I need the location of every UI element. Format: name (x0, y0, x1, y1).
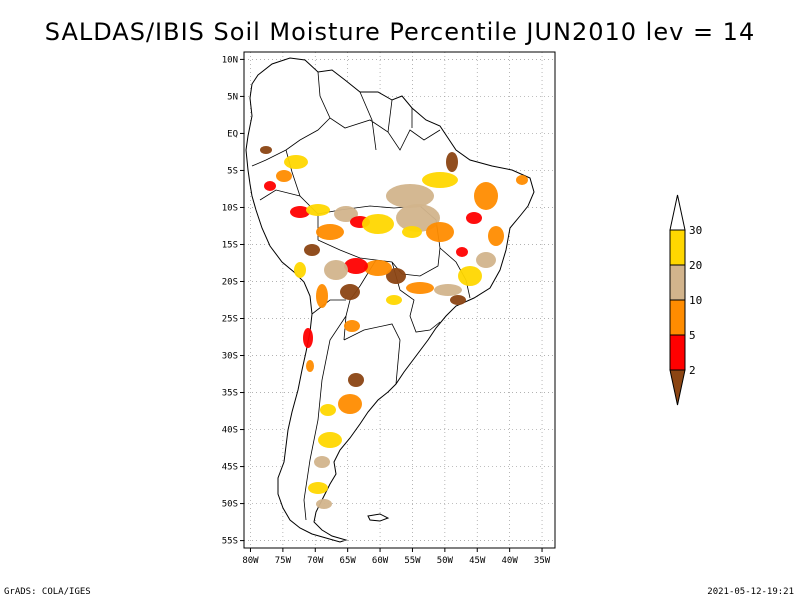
shade-patch (450, 295, 466, 305)
lat-tick-label: EQ (227, 129, 238, 139)
lat-tick-label: 55S (222, 537, 238, 547)
shade-patch (446, 152, 458, 172)
axis-ticks: 10N 5N EQ 5S 10S 15S 20S 25S 30S 35S 40S 45S 50S 55S 8… (222, 55, 551, 566)
falkland-islands (367, 513, 390, 522)
lat-tick-label: 30S (222, 352, 238, 362)
shade-patch (334, 206, 358, 222)
lon-tick-label: 60W (372, 556, 389, 566)
shade-patch (324, 260, 348, 280)
colorbar-label: 30 (689, 224, 702, 237)
shade-patch (290, 206, 310, 218)
shade-patch (458, 266, 482, 286)
lon-tick-label: 80W (242, 556, 259, 566)
shade-patch (474, 182, 498, 210)
shade-patch (396, 204, 440, 232)
lon-tick-label: 75W (275, 556, 292, 566)
shade-patch (344, 258, 368, 274)
shade-patch (488, 226, 504, 246)
shade-patch (402, 226, 422, 238)
shade-patch (338, 394, 362, 414)
shade-patch (264, 181, 276, 191)
shade-patch (320, 404, 336, 416)
colorbar-segment (669, 229, 686, 266)
lon-tick-label: 65W (340, 556, 357, 566)
lon-tick-label: 45W (469, 556, 486, 566)
shade-patch (386, 268, 406, 284)
shade-patch (516, 175, 528, 185)
shade-patch (364, 260, 392, 276)
lat-tick-label: 20S (222, 277, 238, 287)
colorbar-legend: 30 20 10 5 2 (669, 194, 702, 406)
shade-patch (476, 252, 496, 268)
shade-patch (466, 212, 482, 224)
lon-tick-label: 70W (307, 556, 324, 566)
shade-patch (316, 499, 332, 509)
colorbar-bottom-arrow (669, 369, 686, 406)
shade-patch (308, 482, 328, 494)
shade-patch (434, 284, 462, 296)
lat-tick-label: 50S (222, 500, 238, 510)
chart-title: SALDAS/IBIS Soil Moisture Percentile JUN… (44, 18, 756, 46)
shade-patch (304, 244, 320, 256)
shade-patch (276, 170, 292, 182)
colorbar-label: 20 (689, 259, 702, 272)
footer-timestamp: 2021-05-12-19:21 (707, 587, 794, 597)
shade-patch (362, 214, 394, 234)
shade-patch (303, 328, 313, 348)
lon-tick-label: 40W (502, 556, 519, 566)
shade-patch (316, 224, 344, 240)
colorbar-top-arrow (669, 194, 686, 231)
lat-tick-label: 35S (222, 389, 238, 399)
lon-tick-label: 35W (534, 556, 551, 566)
footer-credit: GrADS: COLA/IGES (4, 587, 91, 597)
shade-patch (306, 204, 330, 216)
shade-patch (284, 155, 308, 169)
shade-patch (422, 172, 458, 188)
lon-tick-label: 50W (437, 556, 454, 566)
shade-patch (386, 184, 434, 208)
lat-tick-label: 45S (222, 463, 238, 473)
shade-patch (386, 295, 402, 305)
colorbar-segment (669, 334, 686, 371)
shade-patch (340, 284, 360, 300)
shade-patch (426, 222, 454, 242)
lat-tick-label: 40S (222, 426, 238, 436)
lat-tick-label: 5N (227, 92, 238, 102)
shade-patch (294, 262, 306, 278)
colorbar-label: 10 (689, 294, 702, 307)
lat-tick-label: 10N (222, 55, 238, 65)
shade-patch (260, 146, 272, 154)
shade-patch (348, 373, 364, 387)
lon-tick-label: 55W (404, 556, 421, 566)
shade-patch (406, 282, 434, 294)
shade-patch (316, 284, 328, 308)
colorbar-segment (669, 264, 686, 301)
colorbar-label: 2 (689, 364, 696, 377)
soil-moisture-shading (260, 146, 528, 509)
lat-tick-label: 10S (222, 203, 238, 213)
shade-patch (344, 320, 360, 332)
shade-patch (306, 360, 314, 372)
lat-tick-label: 15S (222, 240, 238, 250)
lat-tick-label: 25S (222, 315, 238, 325)
lat-tick-label: 5S (227, 166, 238, 176)
map-frame (243, 51, 556, 549)
shade-patch (318, 432, 342, 448)
shade-patch (456, 247, 468, 257)
colorbar-label: 5 (689, 329, 696, 342)
shade-patch (314, 456, 330, 468)
colorbar-segment (669, 299, 686, 336)
